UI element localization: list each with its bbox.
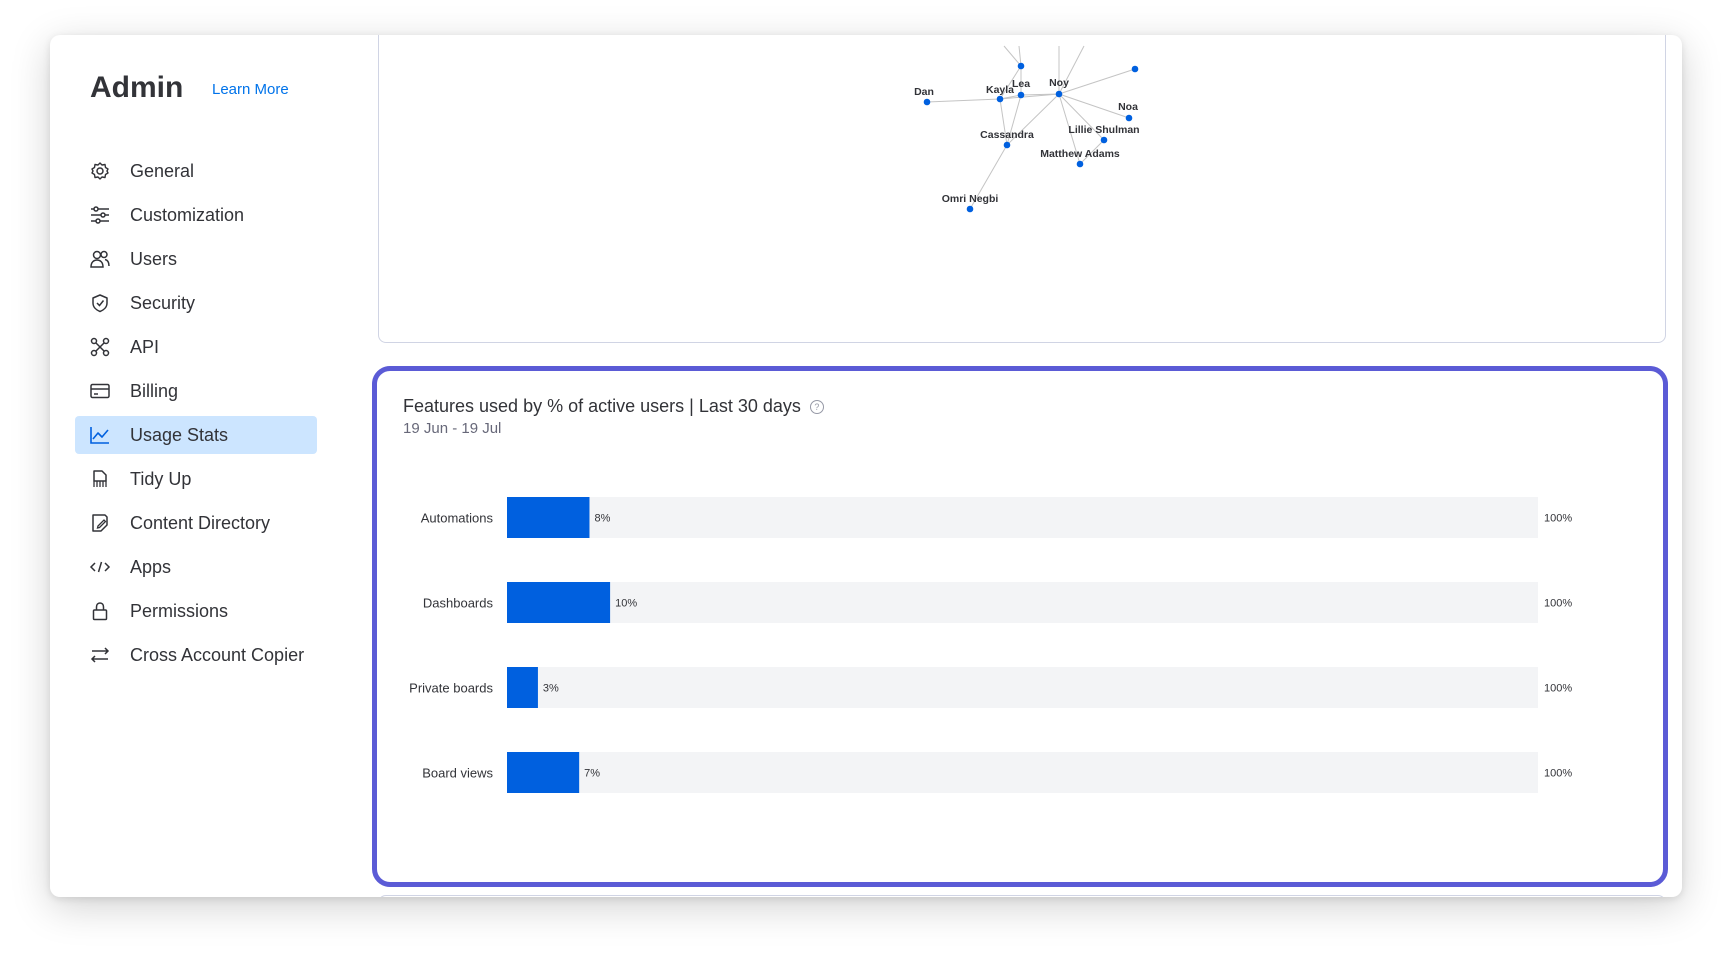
sidebar-item-label: Cross Account Copier xyxy=(130,645,305,665)
bar-track-private-boards xyxy=(507,667,1538,708)
network-node-top xyxy=(1017,62,1025,70)
network-node-kayla xyxy=(996,95,1004,103)
network-label-kayla: Kayla xyxy=(986,84,1014,96)
sidebar-item-customization[interactable]: Customization xyxy=(75,196,317,234)
max-label-automations: 100% xyxy=(1544,513,1572,525)
network-label-noy: Noy xyxy=(1049,77,1069,89)
sidebar-nav: General Customization Users Security xyxy=(75,152,317,680)
sidebar-item-label: Customization xyxy=(130,205,245,225)
value-label-automations: 8% xyxy=(594,513,610,525)
line-chart-icon xyxy=(89,425,111,445)
network-label-noa: Noa xyxy=(1118,101,1138,113)
category-label-dashboards: Dashboards xyxy=(423,596,494,611)
date-range: 19 Jun - 19 Jul xyxy=(403,420,502,437)
lock-icon xyxy=(89,601,111,621)
sidebar-item-usage-stats[interactable]: Usage Stats xyxy=(75,416,317,454)
sidebar-item-label: Billing xyxy=(130,381,179,401)
bar-automations[interactable] xyxy=(507,497,590,538)
sidebar-item-security[interactable]: Security xyxy=(75,284,317,322)
bar-track-dashboards xyxy=(507,582,1538,623)
features-usage-card: Features used by % of active users | Las… xyxy=(372,366,1668,887)
sidebar-item-permissions[interactable]: Permissions xyxy=(75,592,317,630)
page-title: Admin xyxy=(90,71,184,104)
sidebar-item-apps[interactable]: Apps xyxy=(75,548,317,586)
network-node-lea xyxy=(1017,91,1025,99)
bar-dashboards[interactable] xyxy=(507,582,611,623)
value-label-board-views: 7% xyxy=(584,768,600,780)
sidebar-item-tidy-up[interactable]: Tidy Up xyxy=(75,460,317,498)
sidebar-item-billing[interactable]: Billing xyxy=(75,372,317,410)
bar-track-automations xyxy=(507,497,1538,538)
admin-window: Admin Learn More General Customization U… xyxy=(50,35,1682,897)
network-node-cassandra xyxy=(1003,141,1011,149)
network-node-top-right xyxy=(1131,65,1139,73)
sidebar-item-label: Tidy Up xyxy=(130,469,192,489)
users-icon xyxy=(89,249,111,269)
network-node-dan xyxy=(923,98,931,106)
api-icon xyxy=(89,337,111,357)
learn-more-link[interactable]: Learn More xyxy=(212,81,289,98)
max-label-board-views: 100% xyxy=(1544,768,1572,780)
sidebar-item-label: API xyxy=(130,337,160,357)
sidebar-item-label: Security xyxy=(130,293,196,313)
network-label-lillie-shulman: Lillie Shulman xyxy=(1068,124,1139,136)
network-label-dan: Dan xyxy=(914,86,934,98)
code-icon xyxy=(89,557,111,577)
swap-arrows-icon xyxy=(89,645,111,665)
sidebar-item-label: Users xyxy=(130,249,178,269)
network-node-omri-negbi xyxy=(966,205,974,213)
sliders-icon xyxy=(89,205,111,225)
network-label-matthew-adams: Matthew Adams xyxy=(1040,148,1120,160)
category-label-private-boards: Private boards xyxy=(409,681,493,696)
sidebar-item-label: Usage Stats xyxy=(130,425,229,445)
credit-card-icon xyxy=(89,381,111,401)
sidebar-item-users[interactable]: Users xyxy=(75,240,317,278)
sidebar-item-api[interactable]: API xyxy=(75,328,317,366)
user-network-graph: Lea Noy Kayla Dan Noa Lillie Shulman Cas… xyxy=(914,45,1140,213)
card-title: Features used by % of active users | Las… xyxy=(403,396,824,417)
card-title-text: Features used by % of active users | Las… xyxy=(403,396,801,416)
content-directory-icon xyxy=(89,513,111,533)
gear-icon xyxy=(89,161,111,181)
value-label-dashboards: 10% xyxy=(615,598,637,610)
category-label-board-views: Board views xyxy=(422,766,493,781)
sidebar-item-cross-account-copier[interactable]: Cross Account Copier xyxy=(75,636,317,674)
category-label-automations: Automations xyxy=(421,511,494,526)
sidebar-item-label: Apps xyxy=(130,557,172,577)
network-node-matthew-adams xyxy=(1076,160,1084,168)
next-card-edge xyxy=(378,895,1666,897)
value-label-private-boards: 3% xyxy=(543,683,559,695)
tidy-up-icon xyxy=(89,469,111,489)
sidebar-item-label: General xyxy=(130,161,195,181)
sidebar-item-content-directory[interactable]: Content Directory xyxy=(75,504,317,542)
network-label-omri-negbi: Omri Negbi xyxy=(942,193,999,205)
sidebar-item-general[interactable]: General xyxy=(75,152,317,190)
bar-track-board-views xyxy=(507,752,1538,793)
network-node-lillie-shulman xyxy=(1100,136,1108,144)
network-node-noa xyxy=(1125,114,1133,122)
shield-icon xyxy=(89,293,111,313)
sidebar-item-label: Content Directory xyxy=(130,513,271,533)
network-label-lea: Lea xyxy=(1012,78,1030,90)
user-network-card: Lea Noy Kayla Dan Noa Lillie Shulman Cas… xyxy=(378,35,1666,343)
sidebar-item-label: Permissions xyxy=(130,601,229,621)
sidebar: Admin Learn More General Customization U… xyxy=(50,35,350,897)
network-node-noy xyxy=(1055,90,1063,98)
bar-private-boards[interactable] xyxy=(507,667,538,708)
max-label-private-boards: 100% xyxy=(1544,683,1572,695)
bar-board-views[interactable] xyxy=(507,752,580,793)
help-circle-icon[interactable]: ? xyxy=(809,399,824,414)
network-label-cassandra: Cassandra xyxy=(980,129,1034,141)
max-label-dashboards: 100% xyxy=(1544,598,1572,610)
features-bar-chart: Automations 8% 100% Dashboards 10% 100% Privat… xyxy=(409,497,1572,793)
